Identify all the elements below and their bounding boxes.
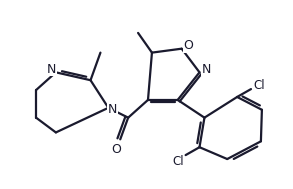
Text: O: O: [111, 143, 121, 156]
Text: N: N: [108, 103, 117, 116]
Text: N: N: [47, 63, 57, 76]
Text: Cl: Cl: [253, 79, 265, 92]
Text: Cl: Cl: [172, 155, 183, 167]
Text: O: O: [184, 39, 194, 52]
Text: N: N: [202, 63, 211, 76]
